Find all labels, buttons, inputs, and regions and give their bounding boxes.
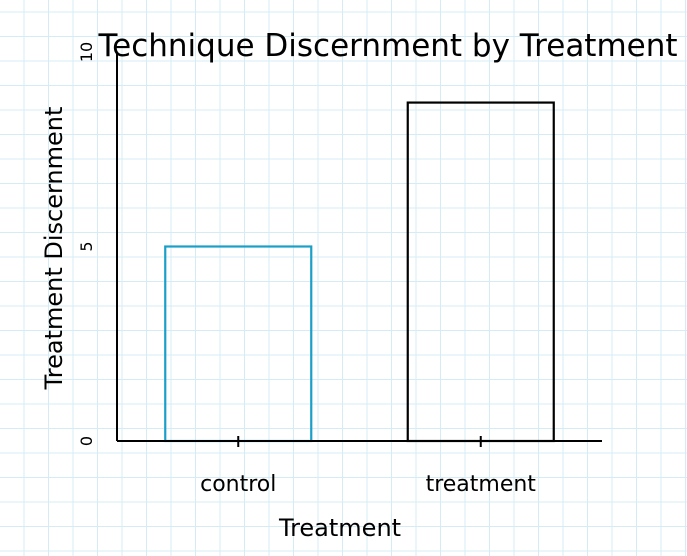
bars: [164, 101, 555, 443]
chart-title: Technique Discernment by Treatment: [97, 28, 677, 64]
y-axis-label: Treatment Discernment: [40, 107, 68, 391]
y-ticks: 0 5 10: [77, 42, 96, 446]
y-tick-label: 10: [77, 42, 96, 62]
x-tick-label-control: control: [200, 472, 276, 497]
bar-control: [164, 245, 313, 443]
x-ticks: control treatment: [200, 436, 536, 497]
y-tick-label: 5: [77, 241, 96, 251]
bar-treatment: [406, 101, 555, 443]
x-axis-label: Treatment: [278, 514, 401, 542]
x-tick-label-treatment: treatment: [426, 472, 537, 497]
y-tick-label: 0: [77, 436, 96, 446]
